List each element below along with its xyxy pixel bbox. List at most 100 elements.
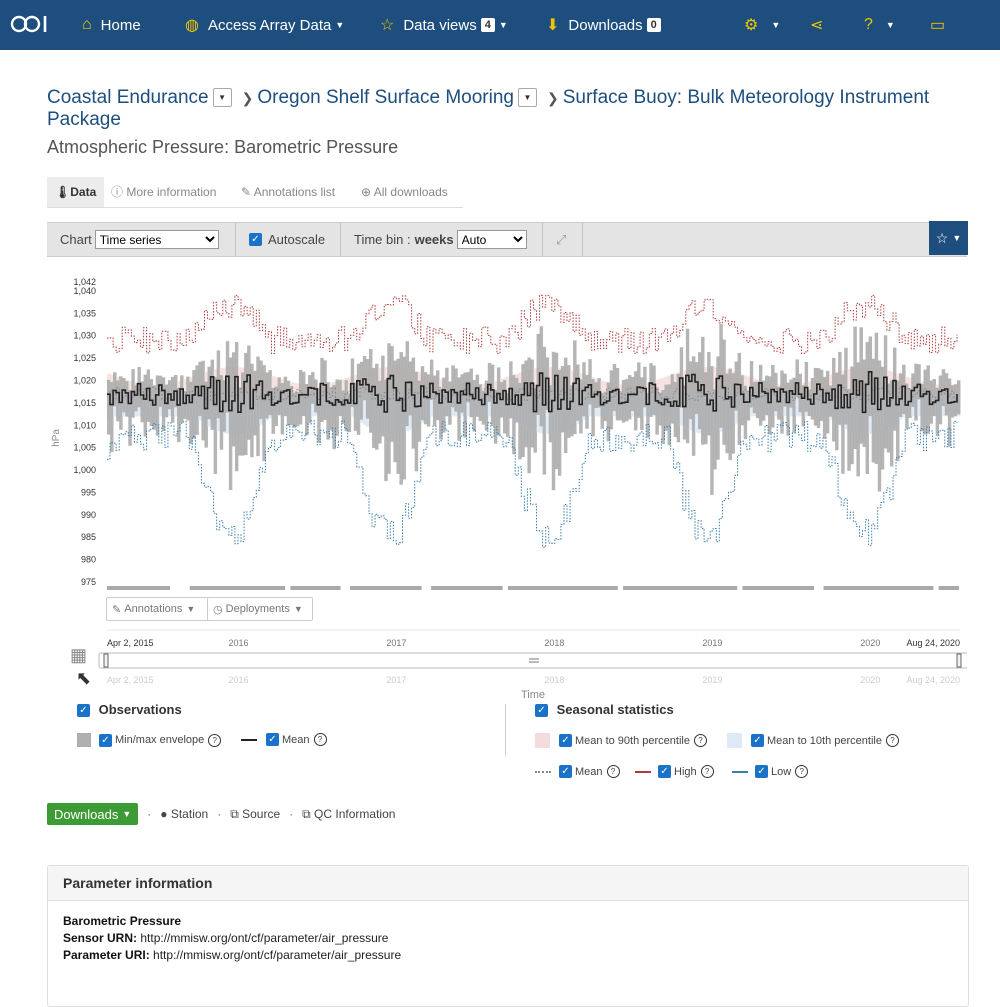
tab-data[interactable]: 🌡Data <box>47 177 105 207</box>
nav-settings[interactable]: ⚙ ▼ <box>744 0 780 50</box>
deployment-segment <box>823 586 934 590</box>
legend-high[interactable]: ✓ High ? <box>635 765 714 778</box>
mean90-band <box>295 383 300 394</box>
legend-minmax[interactable]: ✓ Min/max envelope ? <box>77 733 222 747</box>
nav-share[interactable]: ⋖ <box>810 0 832 50</box>
minmax-envelope-bar <box>110 382 114 453</box>
seasonal-checkbox[interactable]: ✓ <box>535 704 548 718</box>
minmax-envelope-bar <box>661 390 665 445</box>
breadcrumb-array[interactable]: Coastal Endurance <box>47 87 209 108</box>
breadcrumb-instrument[interactable]: Surface Buoy: Bulk Meteorology Instrumen… <box>47 87 930 130</box>
legend-mean[interactable]: ✓ Mean ? <box>241 733 327 746</box>
y-tick-label: 985 <box>81 532 96 542</box>
minmax-envelope-bar <box>545 357 550 410</box>
minmax-envelope-bar <box>591 379 595 437</box>
annotations-dropdown[interactable]: ✎ Annotations ▼ <box>106 597 210 621</box>
nav-downloads[interactable]: ⬇ Downloads 0 <box>546 0 661 50</box>
minmax-envelope-bar <box>539 326 544 427</box>
parameter-uri-value[interactable]: http://mmisw.org/ont/cf/parameter/air_pr… <box>153 948 402 962</box>
help-icon[interactable]: ? <box>885 734 899 747</box>
pencil-icon: ✎ <box>241 185 254 199</box>
seasonal-legend-header[interactable]: ✓ Seasonal statistics <box>535 702 674 718</box>
high-checkbox[interactable]: ✓ <box>658 765 671 778</box>
help-icon[interactable]: ? <box>313 733 327 746</box>
minmax-envelope-bar <box>908 388 912 418</box>
legend-mean10[interactable]: ✓ Mean to 10th percentile ? <box>727 733 899 748</box>
minmax-envelope-bar <box>189 381 193 445</box>
legend-mean90[interactable]: ✓ Mean to 90th percentile ? <box>535 733 707 748</box>
nav-data-views[interactable]: ☆ Data views 4 ▼ <box>380 0 508 50</box>
mean10-checkbox[interactable]: ✓ <box>751 734 764 747</box>
mean90-band <box>128 381 132 394</box>
breadcrumb-site-dropdown[interactable]: ▼ <box>517 88 537 108</box>
breadcrumb-site[interactable]: Oregon Shelf Surface Mooring <box>257 87 514 108</box>
minmax-envelope-bar <box>271 387 275 434</box>
time-series-chart[interactable]: hPa 1,0421,0401,0351,0301,0251,0201,0151… <box>47 270 967 700</box>
tab-annotations-list[interactable]: ✎ Annotations list <box>241 177 335 207</box>
minmax-envelope-bar <box>375 363 379 450</box>
timebin-select[interactable]: Auto <box>456 230 527 249</box>
mean90-band <box>183 379 187 394</box>
mean-checkbox[interactable]: ✓ <box>266 733 279 746</box>
observations-checkbox[interactable]: ✓ <box>77 704 90 718</box>
annotations-dropdown-label: Annotations <box>124 603 183 615</box>
minmax-envelope-bar <box>359 361 364 420</box>
calendar-icon[interactable]: ▦ <box>70 645 88 665</box>
help-icon[interactable]: ? <box>795 765 809 778</box>
mean90-band <box>506 376 510 394</box>
minmax-swatch <box>77 733 91 747</box>
minmax-envelope-bar <box>420 366 425 421</box>
minmax-envelope-bar <box>466 372 470 403</box>
source-link-label: Source <box>242 806 281 821</box>
low-checkbox[interactable]: ✓ <box>755 765 768 778</box>
minmax-envelope-bar <box>853 326 857 449</box>
tab-all-downloads[interactable]: ⊕ All downloads <box>361 177 448 207</box>
minmax-envelope-bar <box>122 378 126 413</box>
nav-help[interactable]: ? ▼ <box>864 0 895 50</box>
ooi-logo[interactable] <box>10 12 50 36</box>
source-link[interactable]: ⧉ Source <box>230 807 280 822</box>
minmax-envelope-bar <box>429 359 434 400</box>
deployment-segment <box>350 586 422 590</box>
nav-home[interactable]: ⌂ Home <box>82 0 141 50</box>
autoscale-control[interactable]: ✓ Autoscale <box>249 223 325 256</box>
favorite-dropdown-button[interactable]: ☆ ▼ <box>929 221 968 255</box>
station-link[interactable]: ● Station <box>160 807 208 821</box>
downloads-button[interactable]: Downloads ▼ <box>47 803 139 825</box>
panel-header: Parameter information <box>48 866 968 901</box>
nav-access-array-data[interactable]: ◍ Access Array Data ▼ <box>185 0 344 50</box>
time-navigator[interactable]: Apr 2, 2015 Aug 24, 2020 Apr 2, 2015 Aug 24… <box>98 629 967 685</box>
minmax-envelope-bar <box>417 380 422 442</box>
qc-information-link[interactable]: ⧉ QC Information <box>302 807 395 822</box>
seasonal-mean-checkbox[interactable]: ✓ <box>559 765 572 778</box>
sensor-urn-value[interactable]: http://mmisw.org/ont/cf/parameter/air_pr… <box>140 931 389 945</box>
minmax-envelope-bar <box>329 387 333 431</box>
navigator-year-label-faded: 2020 <box>860 675 880 685</box>
minmax-envelope-bar <box>841 374 845 474</box>
minmax-envelope-bar <box>356 363 361 435</box>
autoscale-checkbox[interactable]: ✓ <box>249 233 262 246</box>
tab-more-information[interactable]: ⓘ More information <box>111 177 216 207</box>
legend-seasonal-mean[interactable]: ✓ Mean ? <box>535 765 620 778</box>
separator-dot: · <box>289 807 294 821</box>
chart-type-select[interactable]: Time series <box>94 230 219 249</box>
minmax-envelope-bar <box>694 362 699 415</box>
mean90-checkbox[interactable]: ✓ <box>559 734 572 747</box>
station-link-label: Station <box>170 807 209 821</box>
breadcrumb-array-dropdown[interactable]: ▼ <box>212 88 232 108</box>
minmax-envelope-bar <box>880 366 885 470</box>
toolbar-divider <box>340 223 341 256</box>
observations-legend-header[interactable]: ✓ Observations <box>77 702 182 718</box>
help-icon[interactable]: ? <box>208 733 222 747</box>
help-icon[interactable]: ? <box>693 734 707 747</box>
legend-low[interactable]: ✓ Low ? <box>732 765 809 778</box>
help-icon[interactable]: ? <box>606 765 620 778</box>
minmax-checkbox[interactable]: ✓ <box>99 733 112 747</box>
nav-chat[interactable]: ▭ <box>930 0 954 50</box>
expand-icon[interactable]: ⤢ <box>556 231 567 247</box>
help-icon[interactable]: ? <box>700 765 714 778</box>
dataviews-count-badge: 4 <box>480 18 495 32</box>
minmax-envelope-bar <box>107 379 111 435</box>
minmax-envelope-bar <box>295 391 300 427</box>
deployments-dropdown[interactable]: ◷ Deployments ▼ <box>207 597 313 621</box>
